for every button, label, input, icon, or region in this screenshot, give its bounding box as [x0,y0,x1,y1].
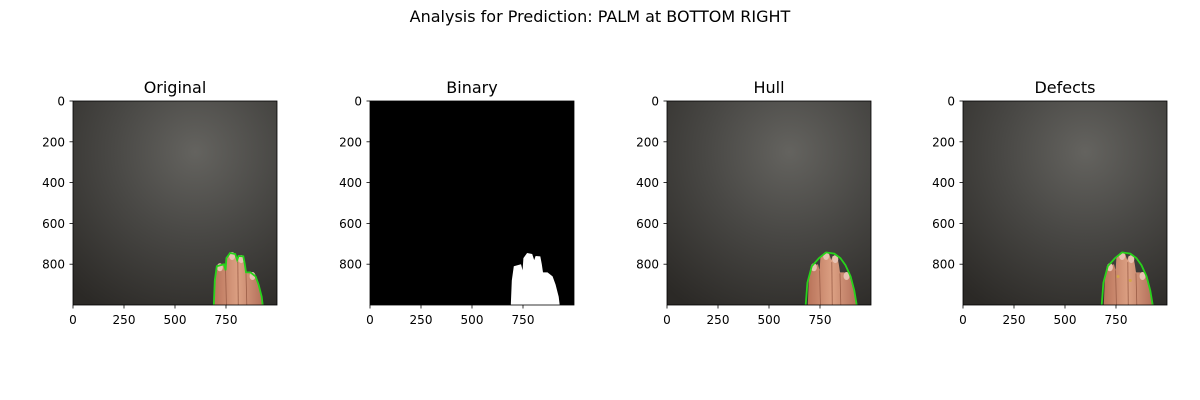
finger-separation [225,270,227,306]
panel-title: Binary [446,78,497,97]
hand-mask [510,253,560,305]
panel-image [370,101,574,305]
y-tick-label: 200 [932,135,955,149]
y-tick-label: 800 [339,258,362,272]
panel-hull: Hull 0 250 500 750 0 200 400 600 800 [636,78,872,327]
x-tick-label: 750 [809,313,832,327]
finger-separation [1135,273,1138,306]
defect-point [1128,279,1132,283]
panel-image [73,101,277,306]
x-tick-label: 0 [69,313,77,327]
panel-defects: Defects 0 250 500 750 0 200 400 600 800 [932,78,1168,327]
y-tick-label: 0 [57,95,65,109]
panel-original: Original 0 250 500 750 0 200 400 600 800 [42,78,278,327]
y-tick-label: 200 [42,135,65,149]
y-tick-label: 800 [932,258,955,272]
y-tick-label: 200 [339,135,362,149]
y-tick-label: 600 [339,217,362,231]
x-tick-label: 500 [461,313,484,327]
x-tick-label: 750 [1105,313,1128,327]
panel-image [667,101,871,306]
finger-separation [245,273,248,306]
x-tick-label: 250 [1003,313,1026,327]
fingernail [1139,272,1146,281]
y-tick-label: 800 [636,258,659,272]
panel-binary: Binary 0 250 500 750 0 200 400 600 800 [339,78,575,327]
fingernail [832,255,839,264]
x-tick-label: 0 [663,313,671,327]
defect-point [1116,274,1120,278]
panel-image [963,101,1167,306]
y-tick-label: 600 [636,217,659,231]
y-tick-label: 400 [42,176,65,190]
y-tick-label: 600 [42,217,65,231]
x-tick-label: 500 [164,313,187,327]
fingernail [1128,255,1135,264]
x-tick-label: 0 [366,313,374,327]
y-tick-label: 0 [354,95,362,109]
fingernail [843,272,850,281]
x-tick-label: 250 [410,313,433,327]
panel-title: Defects [1034,78,1095,97]
y-tick-label: 0 [947,95,955,109]
panel-title: Hull [753,78,784,97]
x-tick-label: 250 [113,313,136,327]
y-tick-label: 800 [42,258,65,272]
convex-hull [1100,251,1154,306]
x-tick-label: 750 [215,313,238,327]
x-tick-label: 0 [959,313,967,327]
y-tick-label: 200 [636,135,659,149]
x-tick-label: 750 [512,313,535,327]
hand-contour [212,252,264,306]
finger-separation [819,270,821,306]
figure-suptitle: Analysis for Prediction: PALM at BOTTOM … [410,7,791,26]
finger-separation [839,273,842,306]
y-tick-label: 0 [651,95,659,109]
y-tick-label: 400 [339,176,362,190]
y-tick-label: 400 [636,176,659,190]
x-tick-label: 500 [758,313,781,327]
x-tick-label: 250 [707,313,730,327]
panel-title: Original [144,78,207,97]
finger-separation [1115,270,1117,306]
convex-hull [804,251,858,306]
x-tick-label: 500 [1054,313,1077,327]
y-tick-label: 600 [932,217,955,231]
y-tick-label: 400 [932,176,955,190]
